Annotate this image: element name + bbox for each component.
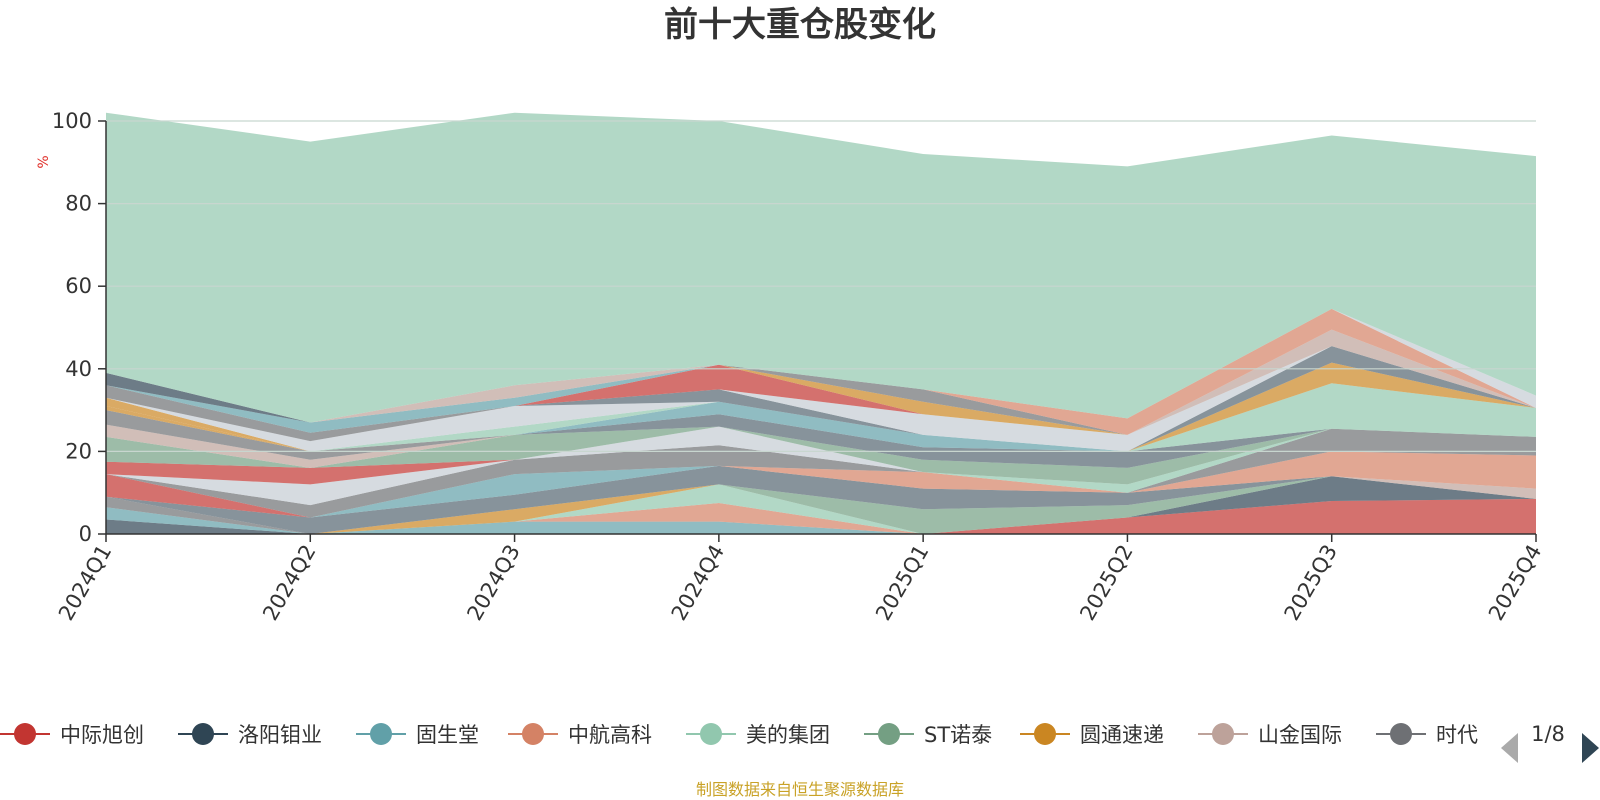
legend-label: 山金国际 [1258,723,1342,747]
area-series-40 [106,308,1536,423]
legend-item[interactable]: 圆通速递 [1020,723,1164,747]
area-series-10 [106,465,1536,534]
area-series-22 [106,401,1536,460]
area-series-17 [106,426,1536,493]
area-series-41 [106,112,1536,423]
legend-item[interactable]: 中际旭创 [0,723,144,747]
legend-marker [1034,723,1056,745]
area-series-6 [106,476,1536,534]
x-tick-label: 2024Q3 [462,541,524,625]
area-series-7 [106,476,1536,534]
area-series-8 [106,476,1536,534]
grid-lines [106,120,1536,452]
legend-label: 时代 [1436,723,1478,747]
legend-marker [370,723,392,745]
legend-marker [1212,723,1234,745]
axes [105,121,1536,535]
area-series-28 [106,346,1536,452]
legend-marker [192,723,214,745]
legend-label: 中航高科 [568,723,652,747]
legend-label: 中际旭创 [60,723,144,747]
area-series-27 [106,362,1536,452]
y-tick-label: 100 [52,109,92,133]
legend-item[interactable]: ST诺泰 [864,723,992,747]
legend-page-indicator: 1/8 [1531,722,1565,746]
legend-label: 圆通速递 [1080,723,1164,747]
x-tick-label: 2025Q2 [1075,541,1137,625]
x-tick-label: 2025Q3 [1280,541,1342,625]
y-tick-label: 80 [65,192,92,216]
legend-label: 固生堂 [416,723,479,747]
x-tick-label: 2024Q1 [54,541,116,625]
area-series-15 [106,428,1536,518]
x-tick-label: 2025Q1 [871,541,933,625]
area-series-26 [106,362,1536,452]
area-series-18 [106,426,1536,485]
legend-marker [14,723,36,745]
legend-item[interactable]: 山金国际 [1198,723,1342,747]
x-tick-label: 2024Q4 [667,541,729,625]
chart-title: 前十大重仓股变化 [664,5,936,45]
legend-item[interactable]: 时代 [1376,723,1478,747]
area-series-14 [106,451,1536,518]
legend-item[interactable]: 中航高科 [508,723,652,747]
x-tick-label: 2025Q4 [1484,541,1546,625]
x-tick-label: 2024Q2 [258,541,320,625]
area-series-36 [106,329,1536,435]
area-series-32 [106,346,1536,435]
legend-pager[interactable]: 1/8 [1501,722,1599,763]
area-series-3 [106,476,1536,534]
data-source-note: 制图数据来自恒生聚源数据库 [696,780,904,799]
legend-prev-arrow[interactable] [1501,733,1518,763]
legend[interactable]: 中际旭创 洛阳钼业 固生堂 中航高科 美的集团 ST诺泰 圆通速递 山金国际 时代 [0,723,1478,747]
y-ticks: 0 20 40 60 80 100 [52,109,106,546]
area-series-37 [106,308,1536,435]
legend-marker [522,723,544,745]
y-tick-label: 60 [65,274,92,298]
legend-label: ST诺泰 [924,723,992,747]
legend-label: 洛阳钼业 [238,723,322,747]
area-series-group [106,112,1536,534]
legend-marker [878,723,900,745]
area-series-19 [106,426,1536,485]
legend-item[interactable]: 美的集团 [686,723,830,747]
area-series-2 [106,476,1536,534]
y-axis-label: % [36,155,52,168]
area-series-20 [106,414,1536,468]
legend-label: 美的集团 [746,723,830,747]
area-series-33 [106,329,1536,435]
x-ticks: 2024Q1 2024Q2 2024Q3 2024Q4 2025Q1 2025Q2 2025… [54,534,1546,625]
y-tick-label: 40 [65,357,92,381]
area-series-4 [106,476,1536,534]
legend-item[interactable]: 固生堂 [356,723,479,747]
y-tick-label: 20 [65,439,92,463]
legend-marker [700,723,722,745]
area-series-34 [106,329,1536,435]
y-tick-label: 0 [79,522,92,546]
legend-next-arrow[interactable] [1582,733,1599,763]
area-series-25 [106,383,1536,452]
legend-item[interactable]: 洛阳钼业 [178,723,322,747]
area-series-1 [106,498,1536,534]
legend-marker [1390,723,1412,745]
